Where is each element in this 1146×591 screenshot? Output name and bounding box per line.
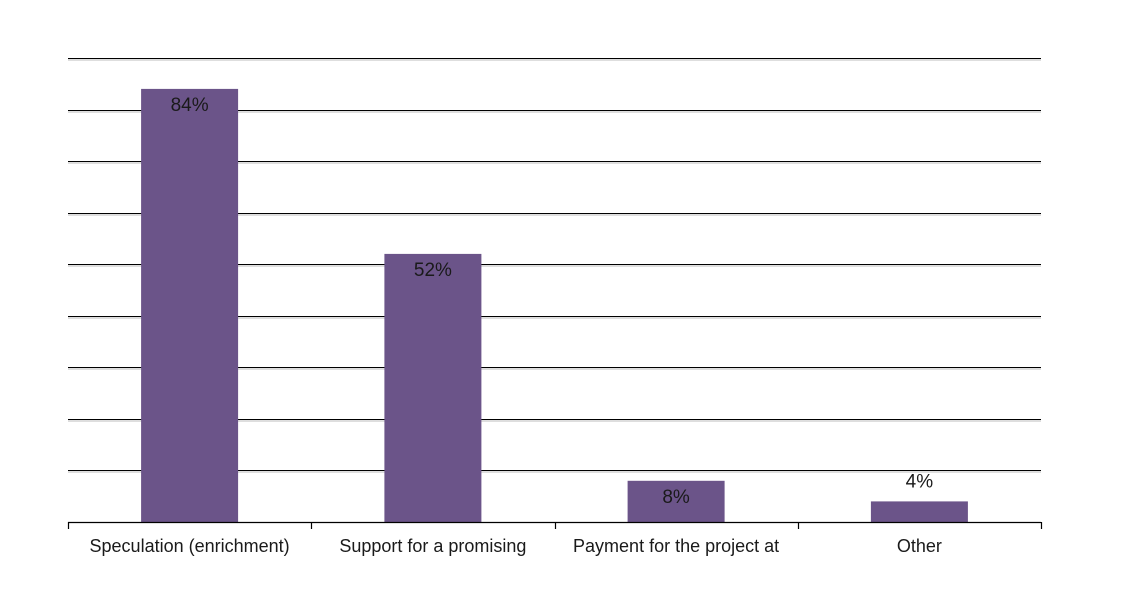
category-labels: Speculation (enrichment) Support for a pr… [90,536,942,556]
category-label-3: Payment for the project at [573,536,779,556]
bar-1 [141,88,239,523]
data-label-2: 52% [414,260,452,281]
bar-4 [870,501,968,522]
data-label-3: 8% [662,487,690,508]
bars [141,88,968,523]
category-label-1: Speculation (enrichment) [90,536,290,556]
bar-2 [384,253,482,522]
x-axis [67,521,1043,529]
bar-3 [627,480,725,522]
category-label-4: Other [897,536,942,556]
category-label-2: Support for a promising [339,536,526,556]
data-labels: 84% 52% 8% 4% [171,95,934,508]
data-label-1: 84% [171,95,209,116]
data-label-4: 4% [906,471,934,492]
